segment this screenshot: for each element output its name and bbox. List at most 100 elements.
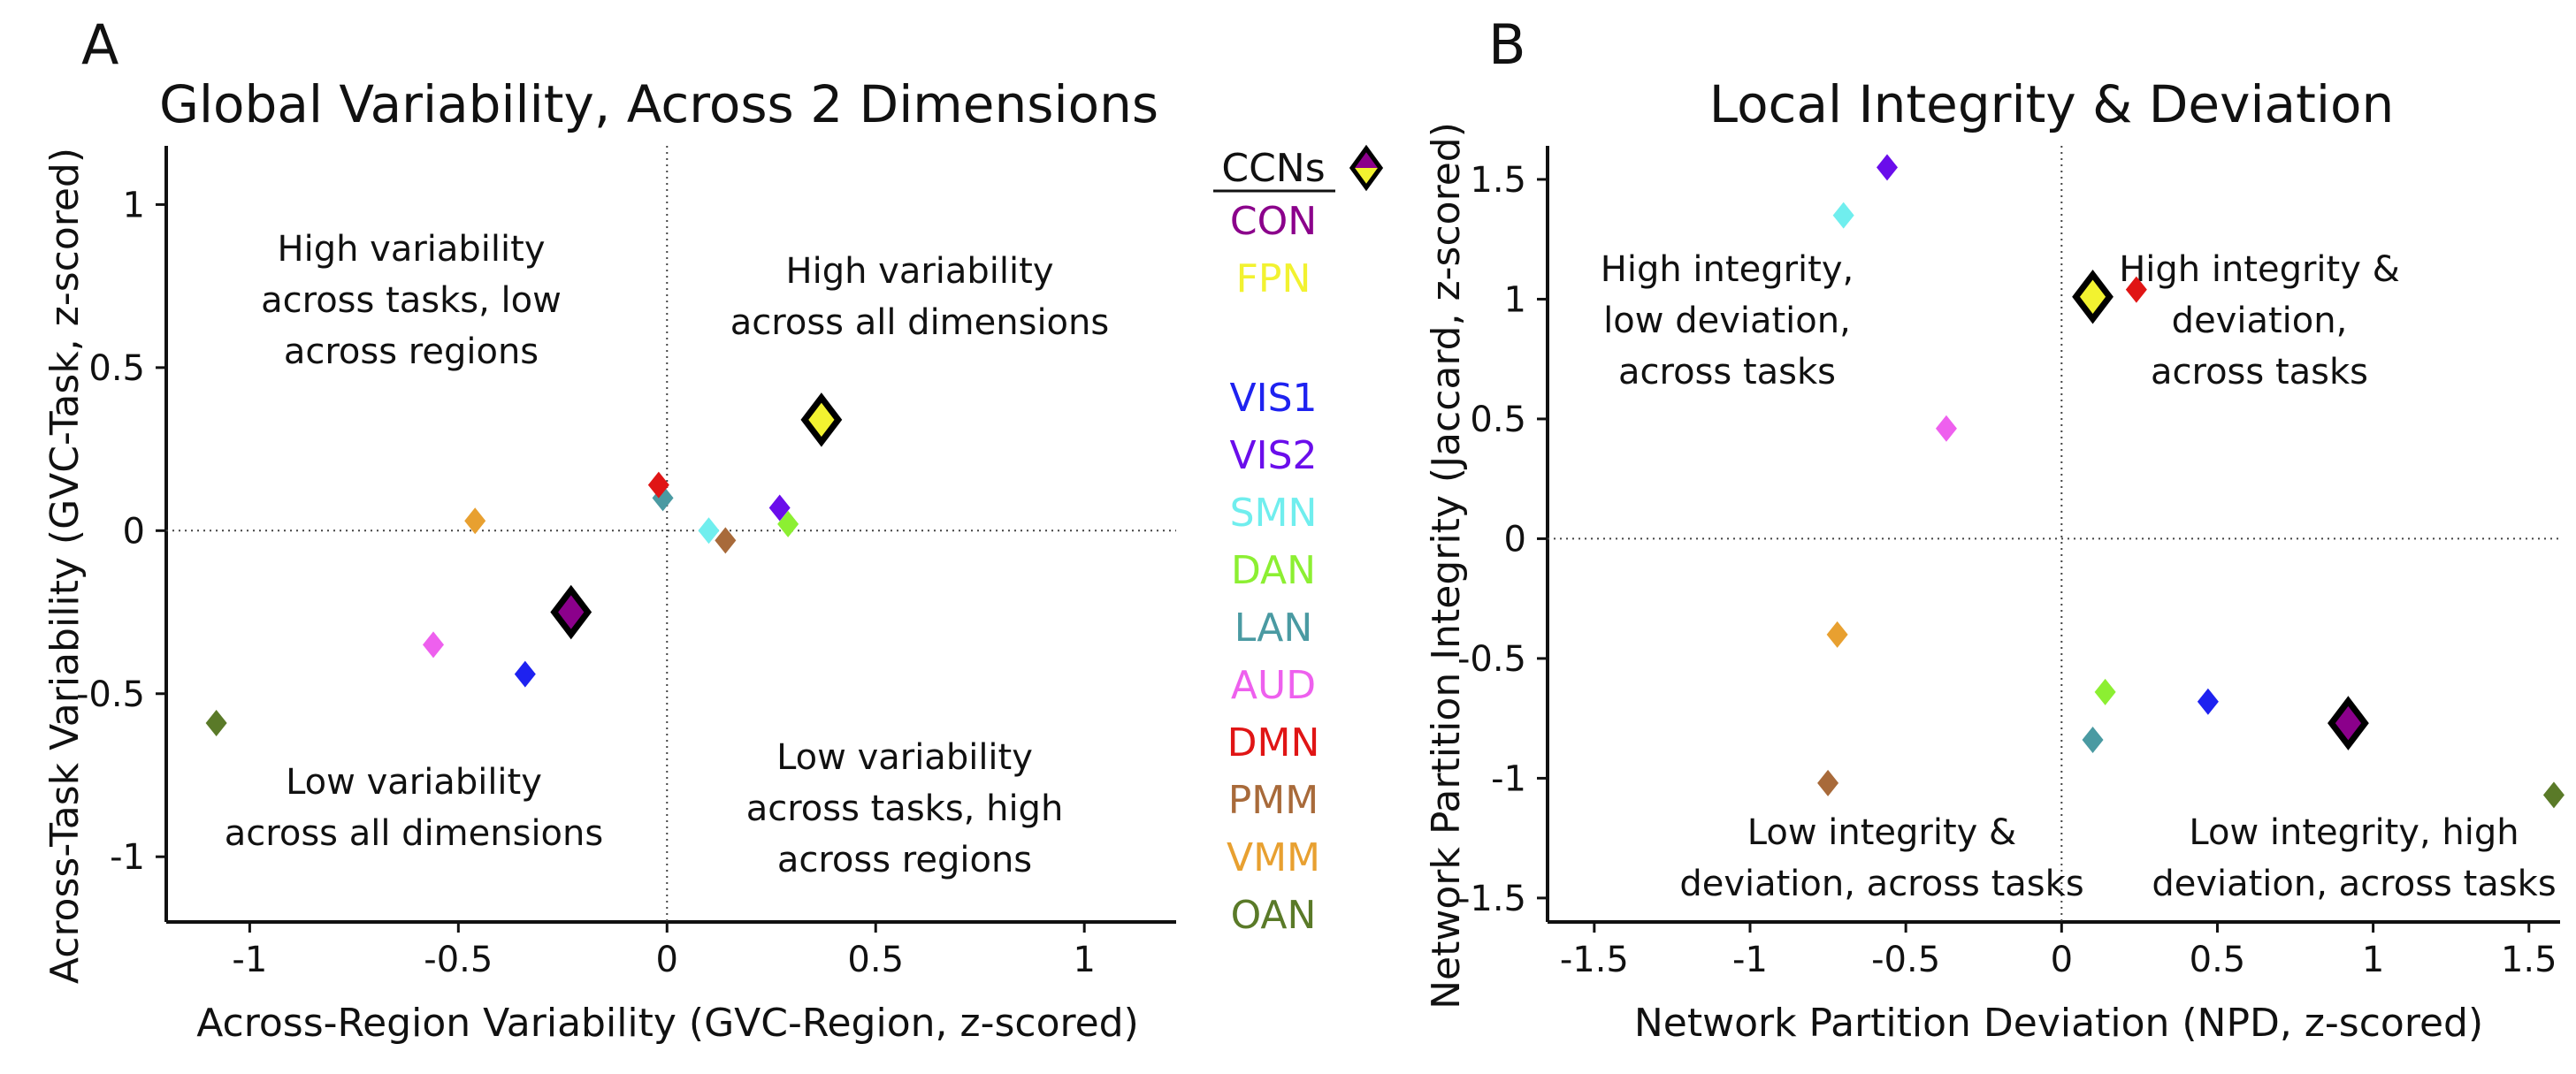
panel-b-y-tick-label: 0.5 (1470, 400, 1526, 440)
legend-item-dan: DAN (1231, 548, 1316, 593)
panel-b-y-tick-label: 0 (1504, 519, 1526, 560)
panel-b-annotation-line: Low integrity & (1747, 812, 2016, 853)
panel-a-annotation-line: High variability (278, 229, 546, 270)
panel-b-quadrant-annotation: High integrity, low deviation, across task… (1601, 249, 1854, 392)
legend-ccn-marker-outline (1349, 144, 1384, 192)
legend-item-vis1: VIS1 (1230, 376, 1318, 421)
panel-a-point-dmn (647, 471, 669, 499)
panel-a-x-tick-label: 0.5 (847, 940, 904, 980)
panel-b-point-fpn (2072, 269, 2114, 324)
panel-b-point-lan (2082, 727, 2104, 754)
panel-a-point-con (550, 584, 592, 640)
panel-b-x-tick-label: 0 (2051, 940, 2073, 980)
legend-ccn-marker-bottom (1352, 168, 1380, 187)
panel-a-annotation-line: across regions (777, 840, 1032, 880)
legend-item-con: CON (1230, 199, 1317, 244)
panel-a-y-tick-label: 0.5 (88, 348, 145, 389)
panel-b-annotation-line: Low integrity, high (2189, 812, 2519, 853)
panel-b-annotation-line: low deviation, (1603, 301, 1851, 341)
legend-item-oan: OAN (1231, 893, 1317, 938)
panel-a-y-tick-label: -1 (110, 837, 145, 878)
panel-a-x-axis-label: Across-Region Variability (GVC-Region, z… (196, 1001, 1139, 1046)
panel-a-annotation-line: across tasks, high (746, 788, 1064, 829)
panel-a-quadrant-annotation: High variability across all dimensions (730, 251, 1109, 343)
panel-b-quadrant-annotation: Low integrity & deviation, across tasks (1679, 812, 2083, 904)
panel-a-y-tick-label: 0 (123, 511, 145, 552)
legend: CON FPN VIS1 VIS2 SMN DAN LAN AUD DMN PMM VMM OAN (1227, 144, 1384, 938)
panel-b-annotation-line: across tasks (2151, 352, 2368, 392)
panel-b-plot: -1.5 -1 -0.5 0 0.5 1 1.5 -1.5 -1 -0.5 0 0.5 1 1.5 High… (1457, 146, 2565, 980)
panel-b-y-tick-label: 1.5 (1470, 160, 1526, 201)
panel-a-annotation-line: across tasks, low (261, 280, 562, 321)
panel-a-point-pmm (715, 527, 737, 554)
panel-a-point-smn (698, 517, 720, 545)
panel-a-x-tick-label: -1 (232, 940, 267, 980)
legend-item-fpn: FPN (1236, 256, 1311, 301)
panel-b-x-tick-label: -0.5 (1871, 940, 1940, 980)
panel-a-point-vis1 (514, 660, 536, 688)
panel-a-point-dan (777, 510, 799, 537)
panel-a-x-tick-label: 1 (1073, 940, 1095, 980)
panel-b-letter: B (1488, 12, 1526, 77)
panel-a-letter: A (81, 12, 118, 77)
panel-a-annotation-line: Low variability (286, 762, 542, 803)
panel-b-point-aud (1935, 415, 1957, 442)
panel-b-x-tick-label: -1 (1732, 940, 1768, 980)
panel-a-x-tick-label: 0 (656, 940, 678, 980)
panel-b-x-tick-label: 0.5 (2190, 940, 2246, 980)
panel-b-point-con (2328, 696, 2369, 750)
panel-b-y-tick-label: -0.5 (1457, 639, 1526, 680)
panel-a-point-vmm (464, 507, 486, 535)
panel-b-annotation-line: High integrity, (1601, 249, 1854, 290)
panel-b-y-tick-label: -1.5 (1457, 879, 1526, 919)
legend-item-vis2: VIS2 (1230, 433, 1318, 478)
panel-a-quadrant-annotation: High variability across tasks, low across … (261, 229, 562, 372)
panel-a-title: Global Variability, Across 2 Dimensions (159, 74, 1158, 134)
panel-a-annotation-line: across all dimensions (730, 302, 1109, 343)
panel-b-quadrant-annotation: Low integrity, high deviation, across tas… (2152, 812, 2556, 904)
panel-a-annotation-line: High variability (786, 251, 1054, 292)
panel-b-point-smn (1832, 202, 1854, 229)
panel-b-point-pmm (1817, 769, 1839, 796)
panel-a-point-oan (205, 709, 227, 736)
panel-a-y-tick-label: -0.5 (76, 674, 145, 715)
panel-a-point-vis2 (768, 494, 791, 522)
panel-b-point-vmm (1826, 621, 1848, 648)
panel-a-y-axis-label: Across-Task Variability (GVC-Task, z-sco… (42, 148, 88, 984)
panel-b-annotation-line: across tasks (1618, 352, 1836, 392)
panel-b-point-vis2 (1877, 154, 1899, 181)
legend-item-pmm: PMM (1228, 778, 1319, 823)
panel-b-annotation-line: deviation, across tasks (1679, 864, 2083, 904)
panel-b-point-oan (2542, 781, 2565, 809)
panel-b-annotation-line: deviation, (2172, 301, 2348, 341)
panel-b-point-vis1 (2197, 688, 2219, 715)
panel-a-annotation-line: Low variability (776, 737, 1033, 778)
legend-ccn-marker-top (1352, 149, 1380, 168)
panel-b-annotation-line: deviation, across tasks (2152, 864, 2556, 904)
panel-b-x-axis-label: Network Partition Deviation (NPD, z-scor… (1634, 1001, 2483, 1046)
panel-b-x-tick-label: 1 (2362, 940, 2384, 980)
panel-b-x-tick-label: -1.5 (1560, 940, 1629, 980)
panel-a-x-tick-label: -0.5 (424, 940, 493, 980)
legend-item-dmn: DMN (1227, 720, 1320, 766)
legend-item-vmm: VMM (1227, 835, 1320, 880)
panel-b-y-tick-label: 1 (1504, 279, 1526, 320)
panel-a-quadrant-annotation: Low variability across tasks, high across … (746, 737, 1064, 880)
panel-a-annotation-line: across all dimensions (225, 813, 603, 854)
panel-b-annotation-line: High integrity & (2119, 249, 2400, 290)
panel-a-quadrant-annotation: Low variability across all dimensions (225, 762, 603, 854)
panel-a-y-tick-label: 1 (123, 185, 145, 225)
legend-item-aud: AUD (1231, 663, 1316, 708)
panel-b-title: Local Integrity & Deviation (1709, 74, 2394, 134)
panel-b-y-tick-label: -1 (1491, 758, 1526, 799)
panel-a-point-fpn (800, 392, 843, 447)
panel-a-plot: -1 -0.5 0 0.5 1 -1 -0.5 0 0.5 1 High variability ac… (76, 146, 1176, 980)
panel-a-point-aud (423, 631, 445, 659)
panel-b-point-dan (2094, 678, 2116, 705)
panel-b-x-tick-label: 1.5 (2501, 940, 2557, 980)
legend-item-lan: LAN (1234, 606, 1313, 651)
panel-b-point-dmn (2125, 276, 2147, 303)
legend-item-smn: SMN (1230, 491, 1318, 536)
legend-heading: CCNs (1221, 146, 1325, 191)
panel-b-quadrant-annotation: High integrity & deviation, across tasks (2119, 249, 2400, 392)
